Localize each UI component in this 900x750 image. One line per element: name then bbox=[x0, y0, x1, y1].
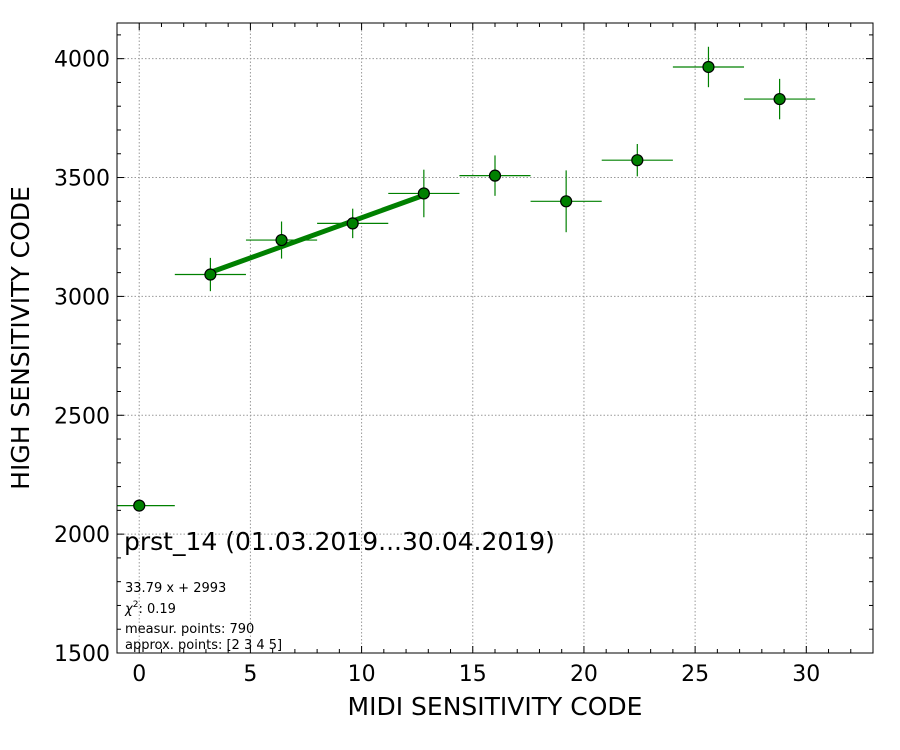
y-tick-label: 4000 bbox=[54, 48, 110, 73]
annotation-block: prst_14 (01.03.2019...30.04.2019) 33.79 … bbox=[124, 527, 555, 653]
y-tick-label: 1500 bbox=[54, 642, 110, 667]
annotation-approx-points: approx. points: [2 3 4 5] bbox=[125, 638, 282, 653]
chi2-symbol: χ bbox=[124, 602, 134, 617]
data-point bbox=[133, 499, 146, 512]
x-tick-label: 30 bbox=[792, 662, 820, 687]
annotation-equation: 33.79 x + 2993 bbox=[125, 581, 226, 596]
chi2-value: : 0.19 bbox=[138, 602, 175, 617]
data-point bbox=[488, 169, 502, 182]
y-tick-label: 3000 bbox=[54, 285, 110, 310]
y-tick-label: 3500 bbox=[54, 167, 110, 192]
annotation-title: prst_14 (01.03.2019...30.04.2019) bbox=[124, 527, 555, 556]
data-point bbox=[773, 92, 786, 106]
data-point bbox=[631, 154, 644, 167]
annotation-measur-points: measur. points: 790 bbox=[125, 622, 254, 637]
data-point bbox=[702, 60, 715, 74]
data-point bbox=[204, 268, 217, 281]
data-point bbox=[560, 195, 573, 208]
x-tick-label: 5 bbox=[243, 662, 257, 687]
x-tick-label: 20 bbox=[570, 662, 598, 687]
data-point bbox=[417, 187, 430, 200]
chi2-exponent: 2 bbox=[133, 600, 139, 610]
tick-labels: 0 5 10 15 20 25 30 1500 2000 2500 3000 3500 4000 bbox=[54, 48, 820, 687]
plot-frame bbox=[116, 22, 874, 654]
y-tick-label: 2500 bbox=[54, 404, 110, 429]
y-tick-label: 2000 bbox=[54, 523, 110, 548]
axis-ticks bbox=[116, 23, 874, 654]
data-point bbox=[275, 233, 288, 247]
x-axis-label: MIDI SENSITIVITY CODE bbox=[348, 692, 643, 721]
x-tick-label: 25 bbox=[681, 662, 709, 687]
annotation-chi2: χ2: 0.19 bbox=[124, 600, 176, 617]
data-point bbox=[346, 217, 359, 230]
x-tick-label: 0 bbox=[132, 662, 146, 687]
data-points bbox=[133, 60, 786, 512]
x-tick-label: 10 bbox=[348, 662, 376, 687]
fit-line bbox=[209, 192, 425, 275]
fit-line-group bbox=[209, 192, 425, 275]
x-tick-label: 15 bbox=[459, 662, 487, 687]
y-axis-label: HIGH SENSITIVITY CODE bbox=[6, 186, 35, 490]
